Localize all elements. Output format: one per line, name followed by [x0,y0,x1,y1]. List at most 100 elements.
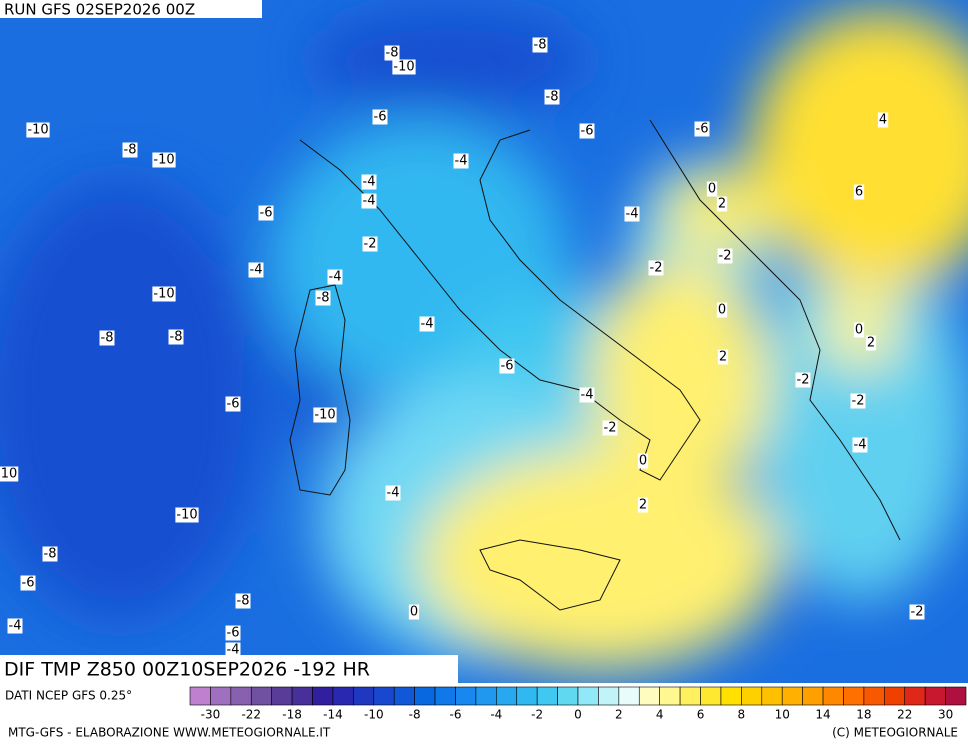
contour-label: -8 [101,331,114,346]
color-swatch [475,686,497,706]
contour-label-box [0,466,19,482]
contour-label-box [20,575,36,591]
contour-label-box [865,335,877,351]
colorbar-label: 10 [775,708,790,722]
contour-label-box [602,420,618,436]
contour-label-box [168,329,184,345]
contour-label-box [248,262,264,278]
color-swatch [496,686,518,706]
color-swatch [414,686,436,706]
contour-label-box [225,396,241,412]
contour-label: -4 [329,270,342,285]
contour-label: -2 [364,237,377,252]
contour-label: -8 [386,46,399,61]
colorbar-label: -8 [409,708,421,722]
color-swatch [843,686,865,706]
color-swatch [189,686,211,706]
contour-label-box [361,193,377,209]
color-swatch [822,686,844,706]
color-swatch [863,686,885,706]
contour-label-box [716,302,728,318]
color-swatch [884,686,906,706]
color-swatch [557,686,579,706]
contour-label: -8 [534,38,547,53]
colorbar-label: 30 [938,708,953,722]
contour-label-box [225,625,241,641]
color-swatch [802,686,824,706]
contour-label-box [877,112,889,128]
color-swatch [618,686,640,706]
contour-label: 2 [718,197,726,212]
footer-right: (C) METEOGIORNALE [832,726,958,740]
contour-label: -8 [546,90,559,105]
contour-label-box [408,604,420,620]
contour-label-box [26,122,50,138]
contour-label: -2 [719,249,732,264]
coastlines [289,119,901,611]
color-swatch [679,686,701,706]
contour-label: -2 [911,605,924,620]
color-swatch [455,686,477,706]
contour-label: -4 [363,194,376,209]
color-swatch [210,686,232,706]
colorbar-label: -2 [531,708,543,722]
run-label: RUN GFS 02SEP2026 00Z [4,1,195,19]
map-field [0,0,968,683]
contour-label: -8 [170,330,183,345]
contour-label: -6 [374,110,387,125]
contour-label: -4 [387,486,400,501]
colorbar-label: -18 [282,708,302,722]
colorbar-label: 18 [856,708,871,722]
map-title: DIF TMP Z850 00Z10SEP2026 -192 HR [4,659,370,681]
color-swatch [577,686,599,706]
contour-label-box [579,123,595,139]
color-swatch [332,686,354,706]
contour-label-box [122,142,138,158]
contour-label: 4 [879,113,887,128]
colorbar-label: -6 [449,708,461,722]
color-swatch [945,686,967,706]
contour-label: -4 [250,263,263,278]
title-box [0,655,458,683]
contour-label: -4 [854,438,867,453]
contour-label: -4 [581,388,594,403]
contour-label-box [637,453,649,469]
contour-label-box [532,37,548,53]
contour-label-box [544,89,560,105]
colorbar-label: 2 [615,708,623,722]
colorbar-label: 8 [738,708,746,722]
contour-label-box [717,349,729,365]
contour-label-box [99,330,115,346]
contour-label: 0 [639,454,647,469]
contour-label: 6 [855,185,863,200]
color-swatch [271,686,293,706]
contour-label-box [362,236,378,252]
contour-label: -10 [153,287,174,302]
contour-label: -4 [363,175,376,190]
contour-label-box [235,593,251,609]
contour-label-box [327,269,343,285]
color-swatch [393,686,415,706]
contour-label-box [42,546,58,562]
colorbar-label: -4 [490,708,502,722]
color-swatch [230,686,252,706]
contour-label: -6 [501,359,514,374]
contour-label: -6 [696,122,709,137]
contour-label-box [853,322,865,338]
color-swatch [291,686,313,706]
contour-label: -10 [27,123,48,138]
color-swatch [312,686,334,706]
contour-label-box [624,206,640,222]
colorbar-label: -10 [364,708,384,722]
contour-label-box [385,485,401,501]
contour-label: -8 [44,547,57,562]
contour-label: -6 [227,626,240,641]
contour-label: -6 [227,397,240,412]
contour-label: -10 [314,408,335,423]
color-swatch [741,686,763,706]
contour-label-box [499,358,515,374]
contour-label: 10 [1,467,18,482]
colorbar-label: -14 [323,708,343,722]
contour-label-box [361,174,377,190]
